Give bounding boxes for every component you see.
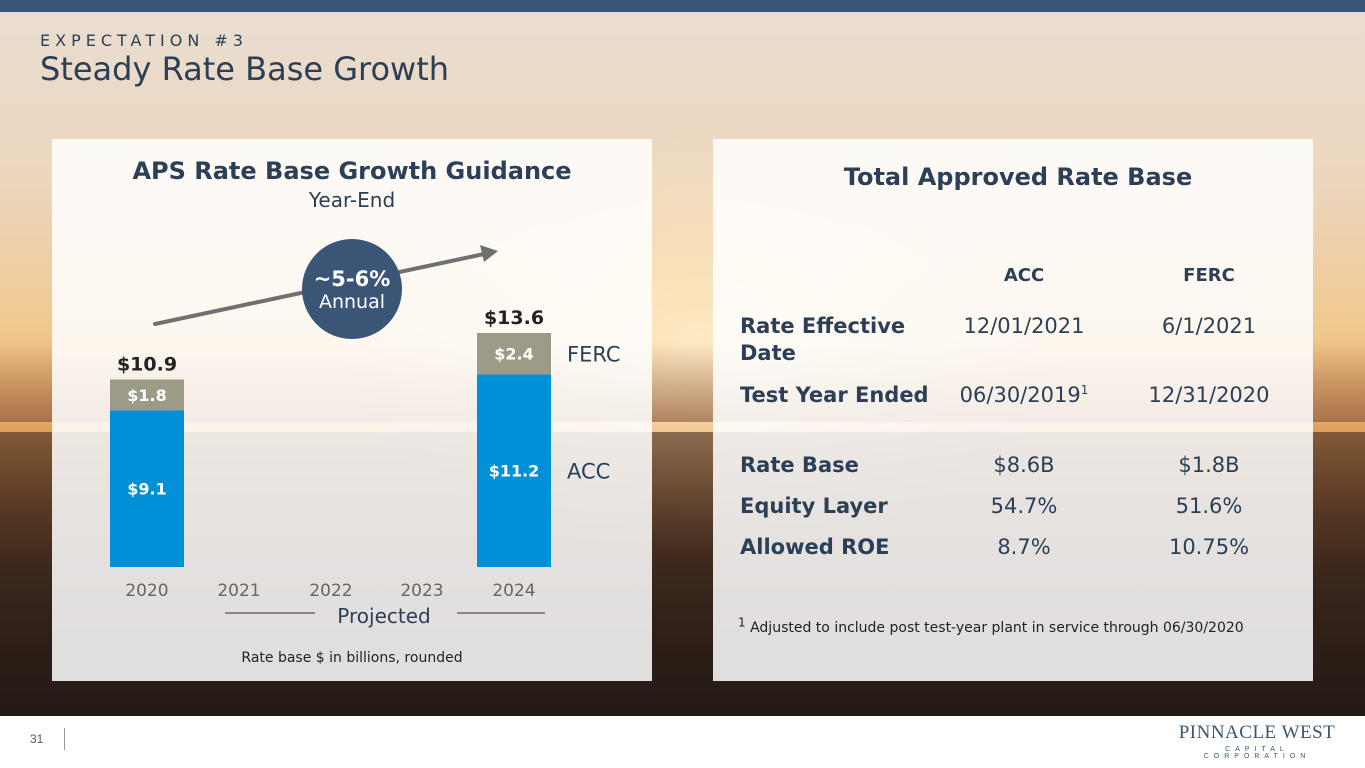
chart-subtitle: Year-End [308, 188, 396, 212]
growth-rate-badge: ~5-6% Annual [302, 239, 402, 339]
x-tick-label-2022: 2022 [309, 581, 352, 601]
x-tick-label-2020: 2020 [125, 581, 168, 601]
row-label-allowed-roe: Allowed ROE [740, 535, 890, 559]
cell-acc-equity-layer: 54.7% [990, 494, 1058, 518]
slide-eyebrow: EXPECTATION #3 [40, 31, 248, 50]
table-footnote-text: Adjusted to include post test-year plant… [750, 620, 1244, 636]
cell-acc-allowed-roe: 8.7% [997, 535, 1051, 559]
cell-ferc-rate-effective-date: 6/1/2021 [1161, 314, 1257, 338]
cell-ferc-rate-base: $1.8B [1178, 453, 1240, 477]
cell-ferc-test-year-ended: 12/31/2020 [1148, 383, 1270, 407]
cell-acc-test-year-ended: 06/30/20191 [924, 382, 1124, 409]
cell-acc-rate-base: $8.6B [993, 453, 1055, 477]
page-number: 31 [30, 732, 44, 746]
legend-label-ferc: FERC [567, 343, 621, 367]
growth-rate-value: ~5-6% [313, 267, 391, 291]
row-label-test-year-ended: Test Year Ended [740, 383, 929, 407]
bar-label-ferc-2020: $1.8 [127, 386, 166, 405]
logo-tagline: CAPITAL CORPORATION [1203, 746, 1311, 760]
table-footnote-marker: 1 [738, 615, 746, 630]
growth-rate-label: Annual [318, 291, 386, 313]
growth-arrow-head [480, 245, 498, 262]
bar-acc-2020 [110, 410, 184, 567]
legend-label-acc: ACC [567, 460, 610, 484]
rate-base-bar-chart: $9.1 $1.8 $10.9 2020 2021 2022 2023 $11.2 $2.4 $1… [110, 245, 621, 628]
bar-label-acc-2024: $11.2 [489, 462, 540, 481]
footer-divider [64, 728, 65, 750]
cell-ferc-allowed-roe: 10.75% [1168, 535, 1250, 559]
cell-acc-rate-effective-date: 12/01/2021 [963, 314, 1085, 338]
cell-ferc-equity-layer: 51.6% [1175, 494, 1243, 518]
projected-label: Projected [337, 604, 430, 628]
slide-title: Steady Rate Base Growth [40, 50, 450, 88]
chart-footnote: Rate base $ in billions, rounded [241, 650, 463, 666]
rate-base-table-panel: Total Approved Rate Base ACC FERC Rate E… [713, 139, 1313, 681]
row-label-equity-layer: Equity Layer [740, 494, 888, 518]
bar-label-acc-2020: $9.1 [127, 480, 166, 499]
row-label-rate-base: Rate Base [740, 453, 859, 477]
x-tick-label-2021: 2021 [217, 581, 260, 601]
row-label-rate-effective-date: Rate Effective Date [740, 314, 906, 365]
cell-acc-test-year-value: 06/30/2019 [959, 383, 1081, 407]
table-footnote: 1 Adjusted to include post test-year pla… [738, 616, 1308, 636]
column-header-acc: ACC [1003, 265, 1045, 286]
chart-panel: APS Rate Base Growth Guidance Year-End $… [52, 139, 652, 681]
total-label-2020: $10.9 [117, 353, 177, 375]
bar-ferc-2020 [110, 379, 184, 411]
bar-acc-2024 [477, 374, 551, 567]
column-header-ferc: FERC [1183, 265, 1235, 286]
slide-footer [0, 716, 1365, 768]
x-tick-label-2023: 2023 [400, 581, 443, 601]
chart-title: APS Rate Base Growth Guidance [132, 157, 572, 185]
pinnacle-west-logo: PINNACLE WEST CAPITAL CORPORATION [1172, 722, 1342, 760]
total-label-2024: $13.6 [484, 307, 544, 329]
bar-label-ferc-2024: $2.4 [494, 345, 533, 364]
top-accent-bar [0, 0, 1365, 12]
bar-ferc-2024 [477, 333, 551, 375]
table-title: Total Approved Rate Base [843, 163, 1193, 191]
footnote-superscript: 1 [1080, 383, 1089, 397]
x-tick-label-2024: 2024 [492, 581, 535, 601]
logo-wordmark: PINNACLE WEST [1178, 722, 1336, 743]
